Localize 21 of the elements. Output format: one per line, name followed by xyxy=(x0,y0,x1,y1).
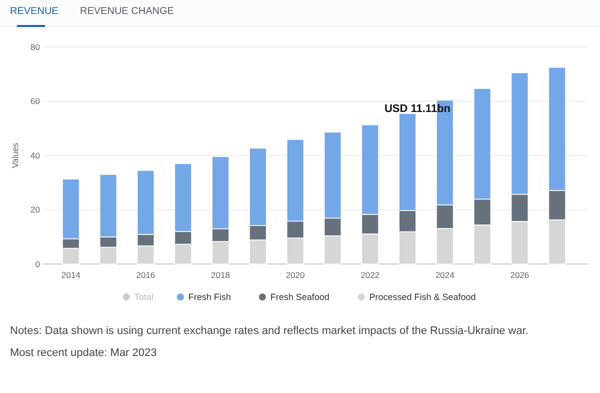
x-tick-label: 2016 xyxy=(136,270,156,280)
y-axis-title: Values xyxy=(10,142,20,168)
y-tick-label: 60 xyxy=(30,96,40,106)
y-tick-label: 0 xyxy=(35,258,40,269)
x-tick-label: 2020 xyxy=(286,270,306,280)
legend-label: Total xyxy=(134,292,154,302)
x-tick-label: 2018 xyxy=(211,270,230,280)
x-tick-label: 2014 xyxy=(61,270,81,280)
legend-label: Processed Fish & Seafood xyxy=(369,292,476,302)
legend-label: Fresh Seafood xyxy=(270,292,330,302)
text: REVENUE CHANGE xyxy=(80,6,174,17)
x-tick-label: 2022 xyxy=(360,270,380,280)
x-tick-label: 2024 xyxy=(435,270,455,280)
y-tick-label: 20 xyxy=(30,204,40,215)
text: Most recent update: Mar 2023 xyxy=(10,347,157,359)
y-tick-label: 80 xyxy=(30,42,40,52)
text: Notes: Data shown is using current exchange rates and reflects market impacts of the Russia-Ukraine war. xyxy=(10,325,528,337)
text: REVENUE xyxy=(10,6,59,17)
x-tick-label: 2026 xyxy=(510,270,530,280)
y-tick-label: 40 xyxy=(30,150,40,160)
legend-label: Fresh Fish xyxy=(188,292,231,302)
